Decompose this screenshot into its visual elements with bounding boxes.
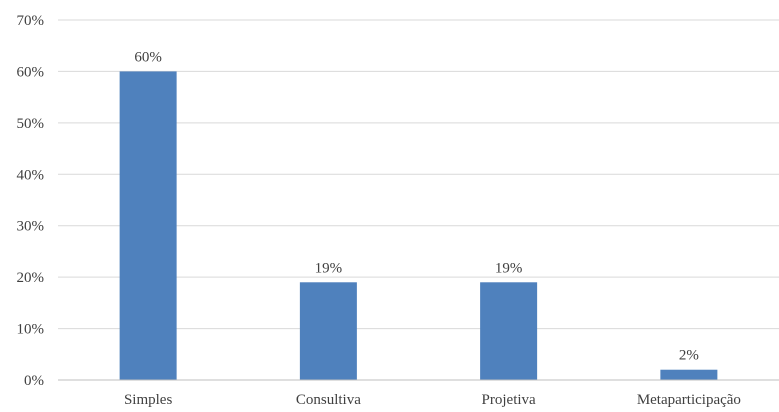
bar xyxy=(480,282,538,380)
y-tick-label: 60% xyxy=(17,64,45,80)
y-tick-label: 40% xyxy=(17,167,45,183)
bar xyxy=(299,282,357,380)
gridlines xyxy=(58,19,779,330)
bar xyxy=(119,71,177,380)
bars xyxy=(119,71,718,380)
y-tick-label: 20% xyxy=(17,270,45,286)
y-tick-label: 70% xyxy=(17,13,45,29)
y-tick-label: 30% xyxy=(17,219,45,235)
category-label: Projetiva xyxy=(482,392,536,408)
y-tick-label: 50% xyxy=(17,116,45,132)
data-label: 19% xyxy=(495,260,523,276)
y-tick-label: 10% xyxy=(17,322,45,338)
bar xyxy=(660,369,718,380)
category-label: Simples xyxy=(124,392,173,408)
category-labels: Simples Consultiva Projetiva Metaparticipaç… xyxy=(124,392,741,408)
data-label: 19% xyxy=(315,260,343,276)
y-tick-label: 0% xyxy=(24,373,44,389)
data-label: 60% xyxy=(134,49,162,65)
data-labels: 60% 19% 19% 2% xyxy=(134,49,699,363)
data-label: 2% xyxy=(679,348,699,364)
category-label: Metaparticipação xyxy=(637,392,741,408)
y-axis-ticks: 0% 10% 20% 30% 40% 50% 60% 70% xyxy=(17,13,45,389)
category-label: Consultiva xyxy=(296,392,361,408)
